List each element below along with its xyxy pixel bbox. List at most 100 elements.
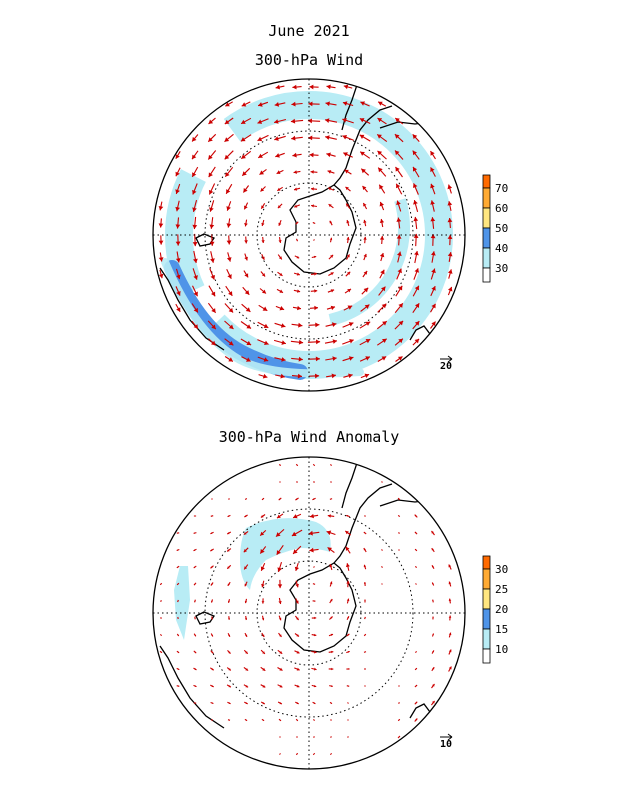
wind-arrow bbox=[278, 464, 282, 466]
wind-arrow bbox=[176, 532, 180, 534]
wind-arrow bbox=[227, 581, 231, 587]
wind-arrow bbox=[274, 322, 286, 328]
wind-arrow bbox=[191, 303, 199, 313]
wind-arrow bbox=[193, 548, 197, 552]
wind-arrow bbox=[277, 271, 283, 277]
wind-arrow bbox=[447, 234, 453, 246]
wind-arrow bbox=[290, 118, 304, 124]
wind-arrow bbox=[244, 236, 248, 244]
wind-arrow bbox=[329, 685, 333, 687]
wind-arrow bbox=[278, 497, 282, 501]
wind-arrow bbox=[311, 616, 317, 620]
wind-arrow bbox=[208, 285, 216, 297]
wind-arrow bbox=[398, 685, 400, 687]
wind-arrow bbox=[347, 736, 349, 738]
colorbar-swatch bbox=[482, 555, 491, 570]
wind-arrow bbox=[210, 582, 214, 586]
wind-arrow bbox=[431, 650, 435, 654]
bottom-coast-australia bbox=[159, 645, 225, 729]
colorbar-swatch bbox=[482, 207, 491, 229]
wind-arrow bbox=[291, 356, 303, 362]
bottom-reference-label: 10 bbox=[440, 739, 452, 750]
wind-arrow bbox=[361, 287, 369, 295]
wind-arrow bbox=[377, 167, 387, 177]
colorbar-swatch bbox=[482, 187, 491, 209]
wind-arrow bbox=[175, 167, 181, 177]
wind-arrow bbox=[310, 289, 318, 293]
wind-arrow bbox=[259, 288, 267, 294]
wind-arrow bbox=[244, 701, 248, 705]
wind-arrow bbox=[364, 515, 366, 517]
wind-arrow bbox=[244, 598, 248, 604]
wind-arrow bbox=[296, 736, 298, 738]
wind-arrow bbox=[192, 233, 198, 247]
wind-arrow bbox=[330, 481, 332, 483]
wind-arrow bbox=[343, 373, 353, 379]
wind-arrow bbox=[308, 356, 320, 362]
wind-arrow bbox=[329, 498, 333, 500]
wind-arrow bbox=[211, 616, 213, 620]
wind-arrow bbox=[377, 303, 387, 313]
wind-arrow bbox=[377, 101, 387, 107]
wind-arrow bbox=[307, 118, 321, 124]
wind-arrow bbox=[431, 582, 435, 586]
wind-arrow bbox=[360, 373, 370, 379]
top-map-content bbox=[158, 79, 453, 380]
wind-arrow bbox=[309, 513, 319, 519]
wind-arrow bbox=[396, 200, 402, 212]
wind-arrow bbox=[227, 632, 231, 638]
wind-arrow bbox=[447, 201, 453, 211]
wind-arrow bbox=[307, 339, 321, 345]
wind-arrow bbox=[293, 272, 301, 276]
wind-arrow bbox=[313, 736, 315, 738]
wind-arrow bbox=[175, 303, 181, 313]
wind-arrow bbox=[346, 650, 350, 654]
wind-arrow bbox=[311, 667, 317, 671]
top-coast-antarctica bbox=[283, 184, 357, 275]
bottom-coast-new-zealand bbox=[195, 611, 215, 625]
wind-arrow bbox=[362, 270, 368, 278]
wind-arrow bbox=[381, 566, 383, 568]
wind-arrow bbox=[376, 320, 388, 330]
wind-arrow bbox=[193, 565, 197, 569]
wind-arrow bbox=[294, 684, 300, 688]
wind-arrow bbox=[308, 322, 320, 328]
wind-arrow bbox=[376, 338, 388, 346]
wind-arrow bbox=[432, 616, 434, 620]
figure-title-date: June 2021 bbox=[268, 22, 349, 40]
wind-arrow bbox=[242, 185, 250, 193]
wind-arrow bbox=[363, 236, 367, 244]
wind-arrow bbox=[311, 684, 317, 688]
wind-arrow bbox=[345, 203, 351, 209]
bottom-anomaly-patch bbox=[174, 566, 190, 640]
wind-arrow bbox=[244, 632, 248, 638]
wind-arrow bbox=[447, 269, 453, 279]
wind-arrow bbox=[381, 549, 383, 551]
figure-title-anomaly: 300-hPa Wind Anomaly bbox=[219, 428, 400, 446]
wind-arrow bbox=[413, 268, 419, 280]
wind-arrow bbox=[363, 531, 367, 535]
wind-arrow bbox=[295, 598, 299, 604]
wind-arrow bbox=[276, 169, 284, 175]
wind-arrow bbox=[325, 101, 337, 107]
wind-arrow bbox=[278, 615, 282, 621]
wind-arrow bbox=[193, 532, 197, 534]
wind-arrow bbox=[293, 170, 301, 174]
wind-arrow bbox=[277, 186, 283, 192]
wind-arrow bbox=[175, 234, 181, 246]
wind-arrow bbox=[397, 514, 401, 518]
bottom-coast-antarctica bbox=[283, 562, 357, 653]
wind-arrow bbox=[175, 151, 181, 159]
wind-arrow bbox=[360, 168, 370, 176]
wind-arrow bbox=[342, 322, 354, 328]
wind-arrow bbox=[191, 166, 199, 178]
wind-arrow bbox=[344, 169, 352, 175]
wind-arrow bbox=[260, 649, 266, 655]
wind-arrow bbox=[395, 356, 403, 362]
wind-arrow bbox=[209, 217, 215, 229]
colorbar-label: 60 bbox=[495, 202, 508, 215]
top-coast-australia bbox=[159, 267, 225, 351]
wind-arrow bbox=[381, 583, 383, 585]
wind-arrow bbox=[291, 135, 303, 141]
wind-arrow bbox=[412, 150, 420, 160]
